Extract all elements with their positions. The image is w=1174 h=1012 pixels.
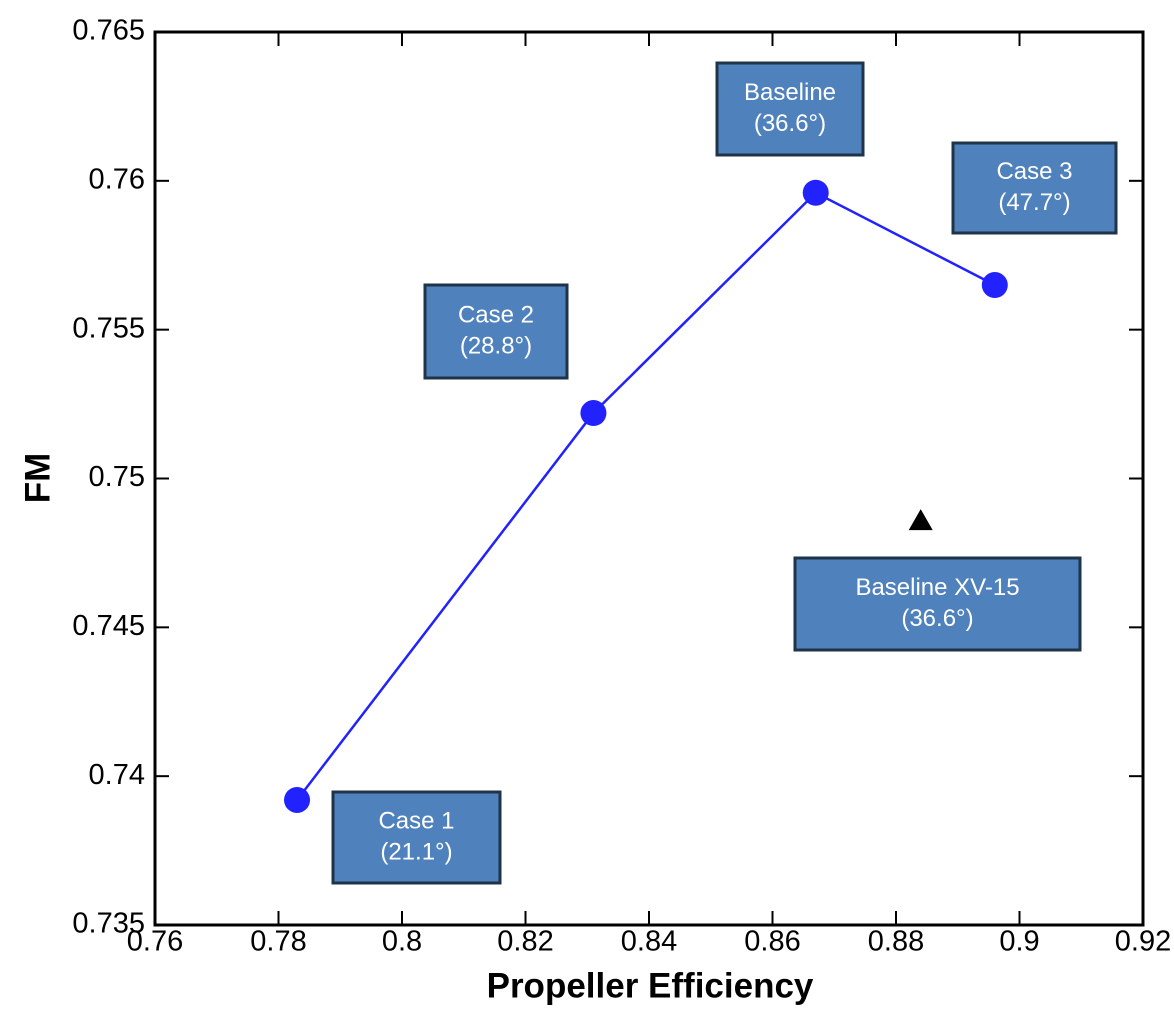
annotation-text: Baseline bbox=[744, 79, 836, 106]
annotation-text: Case 1 bbox=[378, 807, 454, 834]
x-tick-label: 0.8 bbox=[382, 926, 422, 958]
annotation-box bbox=[423, 283, 569, 380]
annotation-box bbox=[331, 790, 502, 885]
y-tick-label: 0.76 bbox=[89, 163, 145, 195]
x-tick-label: 0.78 bbox=[250, 926, 306, 958]
x-axis-title: Propeller Efficiency bbox=[487, 966, 814, 1005]
marker bbox=[908, 509, 933, 531]
annotation-text: (21.1°) bbox=[380, 838, 452, 865]
y-tick-label: 0.735 bbox=[72, 908, 145, 940]
annotation-text: Case 3 bbox=[996, 158, 1072, 185]
y-tick-label: 0.75 bbox=[89, 461, 145, 493]
x-tick-label: 0.76 bbox=[127, 926, 183, 958]
y-tick-label: 0.755 bbox=[72, 312, 145, 344]
x-tick-label: 0.86 bbox=[744, 926, 800, 958]
y-axis-title: FM bbox=[18, 453, 57, 504]
marker bbox=[284, 786, 311, 813]
annotation-text: (28.8°) bbox=[460, 332, 532, 359]
annotation-text: (47.7°) bbox=[998, 189, 1070, 216]
annotation-text: (36.6°) bbox=[901, 605, 973, 632]
annotation-box bbox=[951, 141, 1118, 235]
x-tick-label: 0.82 bbox=[497, 926, 553, 958]
annotation-text: Case 2 bbox=[458, 301, 534, 328]
series-line bbox=[296, 191, 996, 801]
y-tick-label: 0.745 bbox=[72, 610, 145, 642]
annotation-text: Baseline XV-15 bbox=[855, 574, 1019, 601]
y-tick-label: 0.765 bbox=[72, 15, 145, 47]
annotation-text: (36.6°) bbox=[754, 110, 826, 137]
annotation-box bbox=[793, 556, 1082, 652]
marker bbox=[802, 179, 829, 206]
x-tick-label: 0.84 bbox=[621, 926, 677, 958]
marker bbox=[580, 400, 607, 427]
x-tick-label: 0.88 bbox=[868, 926, 924, 958]
x-tick-label: 0.9 bbox=[999, 926, 1039, 958]
marker bbox=[981, 272, 1008, 299]
annotation-box bbox=[715, 61, 865, 157]
x-tick-label: 0.92 bbox=[1115, 926, 1171, 958]
y-tick-label: 0.74 bbox=[89, 759, 145, 791]
